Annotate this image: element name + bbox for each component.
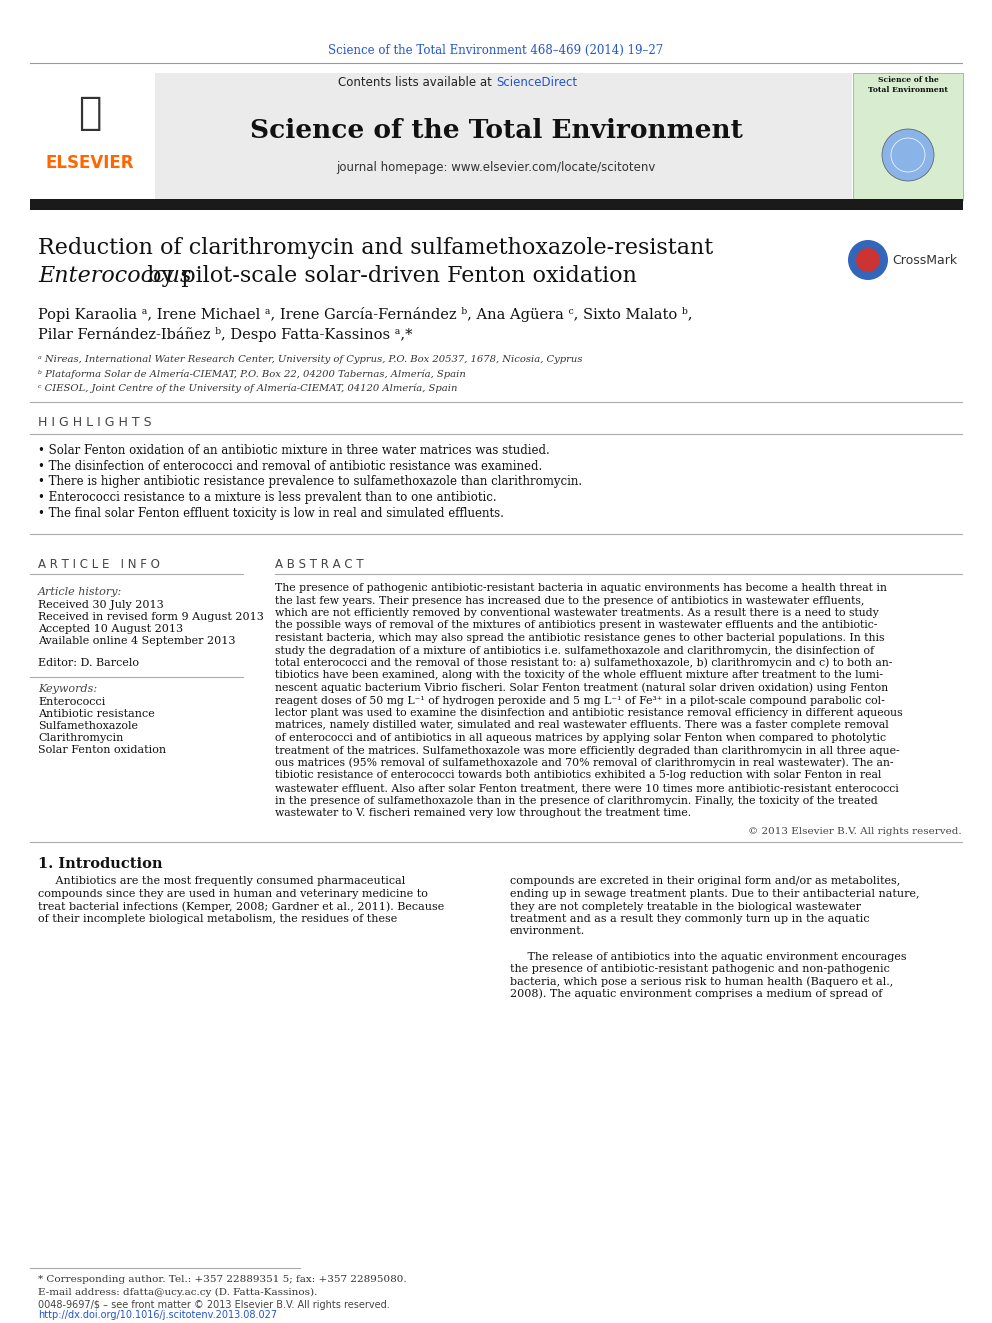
Text: Antibiotics are the most frequently consumed pharmaceutical: Antibiotics are the most frequently cons… — [38, 877, 406, 886]
Text: Enterococci: Enterococci — [38, 697, 105, 706]
Text: compounds are excreted in their original form and/or as metabolites,: compounds are excreted in their original… — [510, 877, 901, 886]
Bar — [30, 73, 155, 200]
Text: The presence of pathogenic antibiotic-resistant bacteria in aquatic environments: The presence of pathogenic antibiotic-re… — [275, 583, 887, 593]
Text: A R T I C L E   I N F O: A R T I C L E I N F O — [38, 557, 160, 570]
Text: tibiotic resistance of enterococci towards both antibiotics exhibited a 5-log re: tibiotic resistance of enterococci towar… — [275, 770, 881, 781]
Text: ᵇ Plataforma Solar de Almería-CIEMAT, P.O. Box 22, 04200 Tabernas, Almería, Spai: ᵇ Plataforma Solar de Almería-CIEMAT, P.… — [38, 369, 466, 378]
Text: the possible ways of removal of the mixtures of antibiotics present in wastewate: the possible ways of removal of the mixt… — [275, 620, 877, 631]
Text: • Enterococci resistance to a mixture is less prevalent than to one antibiotic.: • Enterococci resistance to a mixture is… — [38, 492, 497, 504]
Text: CrossMark: CrossMark — [892, 254, 957, 266]
Text: in the presence of sulfamethoxazole than in the presence of clarithromycin. Fina: in the presence of sulfamethoxazole than… — [275, 795, 878, 806]
Text: they are not completely treatable in the biological wastewater: they are not completely treatable in the… — [510, 901, 861, 912]
Text: ScienceDirect: ScienceDirect — [496, 77, 577, 90]
Text: of their incomplete biological metabolism, the residues of these: of their incomplete biological metabolis… — [38, 914, 397, 923]
Text: Keywords:: Keywords: — [38, 684, 97, 695]
Text: 0048-9697/$ – see front matter © 2013 Elsevier B.V. All rights reserved.: 0048-9697/$ – see front matter © 2013 El… — [38, 1301, 390, 1310]
Text: • The final solar Fenton effluent toxicity is low in real and simulated effluent: • The final solar Fenton effluent toxici… — [38, 508, 504, 520]
Text: which are not efficiently removed by conventional wastewater treatments. As a re: which are not efficiently removed by con… — [275, 609, 879, 618]
Circle shape — [856, 247, 880, 273]
Text: ᶜ CIESOL, Joint Centre of the University of Almería-CIEMAT, 04120 Almería, Spain: ᶜ CIESOL, Joint Centre of the University… — [38, 384, 457, 393]
Text: nescent aquatic bacterium Vibrio fischeri. Solar Fenton treatment (natural solar: nescent aquatic bacterium Vibrio fischer… — [275, 683, 888, 693]
Text: resistant bacteria, which may also spread the antibiotic resistance genes to oth: resistant bacteria, which may also sprea… — [275, 632, 885, 643]
Text: Received in revised form 9 August 2013: Received in revised form 9 August 2013 — [38, 613, 264, 622]
Text: reagent doses of 50 mg L⁻¹ of hydrogen peroxide and 5 mg L⁻¹ of Fe³⁺ in a pilot-: reagent doses of 50 mg L⁻¹ of hydrogen p… — [275, 696, 885, 705]
Text: Popi Karaolia ᵃ, Irene Michael ᵃ, Irene García-Fernández ᵇ, Ana Agüera ᶜ, Sixto : Popi Karaolia ᵃ, Irene Michael ᵃ, Irene … — [38, 307, 692, 321]
Text: by pilot-scale solar-driven Fenton oxidation: by pilot-scale solar-driven Fenton oxida… — [140, 265, 637, 287]
Text: Antibiotic resistance: Antibiotic resistance — [38, 709, 155, 718]
Text: Article history:: Article history: — [38, 587, 122, 597]
Text: ous matrices (95% removal of sulfamethoxazole and 70% removal of clarithromycin : ous matrices (95% removal of sulfamethox… — [275, 758, 894, 769]
Text: the presence of antibiotic-resistant pathogenic and non-pathogenic: the presence of antibiotic-resistant pat… — [510, 964, 890, 974]
Text: tibiotics have been examined, along with the toxicity of the whole effluent mixt: tibiotics have been examined, along with… — [275, 671, 883, 680]
Text: The release of antibiotics into the aquatic environment encourages: The release of antibiotics into the aqua… — [510, 951, 907, 962]
Text: Science of the Total Environment: Science of the Total Environment — [250, 118, 742, 143]
Text: • The disinfection of enterococci and removal of antibiotic resistance was exami: • The disinfection of enterococci and re… — [38, 459, 543, 472]
Text: the last few years. Their presence has increased due to the presence of antibiot: the last few years. Their presence has i… — [275, 595, 864, 606]
Text: 2008). The aquatic environment comprises a medium of spread of: 2008). The aquatic environment comprises… — [510, 988, 882, 999]
Text: matrices, namely distilled water, simulated and real wastewater effluents. There: matrices, namely distilled water, simula… — [275, 721, 889, 730]
Text: treatment of the matrices. Sulfamethoxazole was more efficiently degraded than c: treatment of the matrices. Sulfamethoxaz… — [275, 745, 900, 755]
Text: A B S T R A C T: A B S T R A C T — [275, 557, 364, 570]
Text: * Corresponding author. Tel.: +357 22889351 5; fax: +357 22895080.: * Corresponding author. Tel.: +357 22889… — [38, 1275, 407, 1285]
Text: Editor: D. Barcelo: Editor: D. Barcelo — [38, 658, 139, 668]
Text: Enterococcus: Enterococcus — [38, 265, 191, 287]
Text: © 2013 Elsevier B.V. All rights reserved.: © 2013 Elsevier B.V. All rights reserved… — [748, 827, 962, 836]
Text: Reduction of clarithromycin and sulfamethoxazole-resistant: Reduction of clarithromycin and sulfamet… — [38, 237, 713, 259]
Text: total enterococci and the removal of those resistant to: a) sulfamethoxazole, b): total enterococci and the removal of tho… — [275, 658, 893, 668]
Text: environment.: environment. — [510, 926, 585, 937]
Text: Clarithromycin: Clarithromycin — [38, 733, 123, 744]
Text: Accepted 10 August 2013: Accepted 10 August 2013 — [38, 624, 184, 634]
Text: Available online 4 September 2013: Available online 4 September 2013 — [38, 636, 235, 646]
Text: Science of the
Total Environment: Science of the Total Environment — [868, 77, 948, 94]
Text: wastewater to V. fischeri remained very low throughout the treatment time.: wastewater to V. fischeri remained very … — [275, 808, 691, 818]
Text: bacteria, which pose a serious risk to human health (Baquero et al.,: bacteria, which pose a serious risk to h… — [510, 976, 893, 987]
Text: lector plant was used to examine the disinfection and antibiotic resistance remo: lector plant was used to examine the dis… — [275, 708, 903, 718]
Text: H I G H L I G H T S: H I G H L I G H T S — [38, 415, 152, 429]
Bar — [155, 73, 852, 200]
Text: E-mail address: dfatta@ucy.ac.cy (D. Fatta-Kassinos).: E-mail address: dfatta@ucy.ac.cy (D. Fat… — [38, 1287, 317, 1297]
Text: Received 30 July 2013: Received 30 July 2013 — [38, 601, 164, 610]
Text: of enterococci and of antibiotics in all aqueous matrices by applying solar Fent: of enterococci and of antibiotics in all… — [275, 733, 886, 744]
Text: Pilar Fernández-Ibáñez ᵇ, Despo Fatta-Kassinos ᵃ,*: Pilar Fernández-Ibáñez ᵇ, Despo Fatta-Ka… — [38, 327, 413, 341]
Text: http://dx.doi.org/10.1016/j.scitotenv.2013.08.027: http://dx.doi.org/10.1016/j.scitotenv.20… — [38, 1310, 277, 1320]
Bar — [853, 73, 963, 200]
Text: ELSEVIER: ELSEVIER — [46, 153, 134, 172]
Text: Sulfamethoxazole: Sulfamethoxazole — [38, 721, 138, 732]
Text: ᵃ Nireas, International Water Research Center, University of Cyprus, P.O. Box 20: ᵃ Nireas, International Water Research C… — [38, 356, 582, 365]
Text: treat bacterial infections (Kemper, 2008; Gardner et al., 2011). Because: treat bacterial infections (Kemper, 2008… — [38, 901, 444, 912]
Text: treatment and as a result they commonly turn up in the aquatic: treatment and as a result they commonly … — [510, 914, 870, 923]
Text: • There is higher antibiotic resistance prevalence to sulfamethoxazole than clar: • There is higher antibiotic resistance … — [38, 475, 582, 488]
Text: Contents lists available at: Contents lists available at — [338, 77, 496, 90]
Text: wastewater effluent. Also after solar Fenton treatment, there were 10 times more: wastewater effluent. Also after solar Fe… — [275, 783, 899, 792]
Text: • Solar Fenton oxidation of an antibiotic mixture in three water matrices was st: • Solar Fenton oxidation of an antibioti… — [38, 443, 550, 456]
Text: Science of the Total Environment 468–469 (2014) 19–27: Science of the Total Environment 468–469… — [328, 44, 664, 57]
Circle shape — [882, 130, 934, 181]
Bar — [30, 198, 963, 210]
Text: ending up in sewage treatment plants. Due to their antibacterial nature,: ending up in sewage treatment plants. Du… — [510, 889, 920, 900]
Text: 1. Introduction: 1. Introduction — [38, 856, 163, 871]
Text: study the degradation of a mixture of antibiotics i.e. sulfamethoxazole and clar: study the degradation of a mixture of an… — [275, 646, 874, 655]
Text: Solar Fenton oxidation: Solar Fenton oxidation — [38, 745, 166, 755]
Text: compounds since they are used in human and veterinary medicine to: compounds since they are used in human a… — [38, 889, 428, 900]
Circle shape — [848, 239, 888, 280]
Text: 🌲: 🌲 — [78, 94, 102, 132]
Text: journal homepage: www.elsevier.com/locate/scitotenv: journal homepage: www.elsevier.com/locat… — [336, 161, 656, 175]
